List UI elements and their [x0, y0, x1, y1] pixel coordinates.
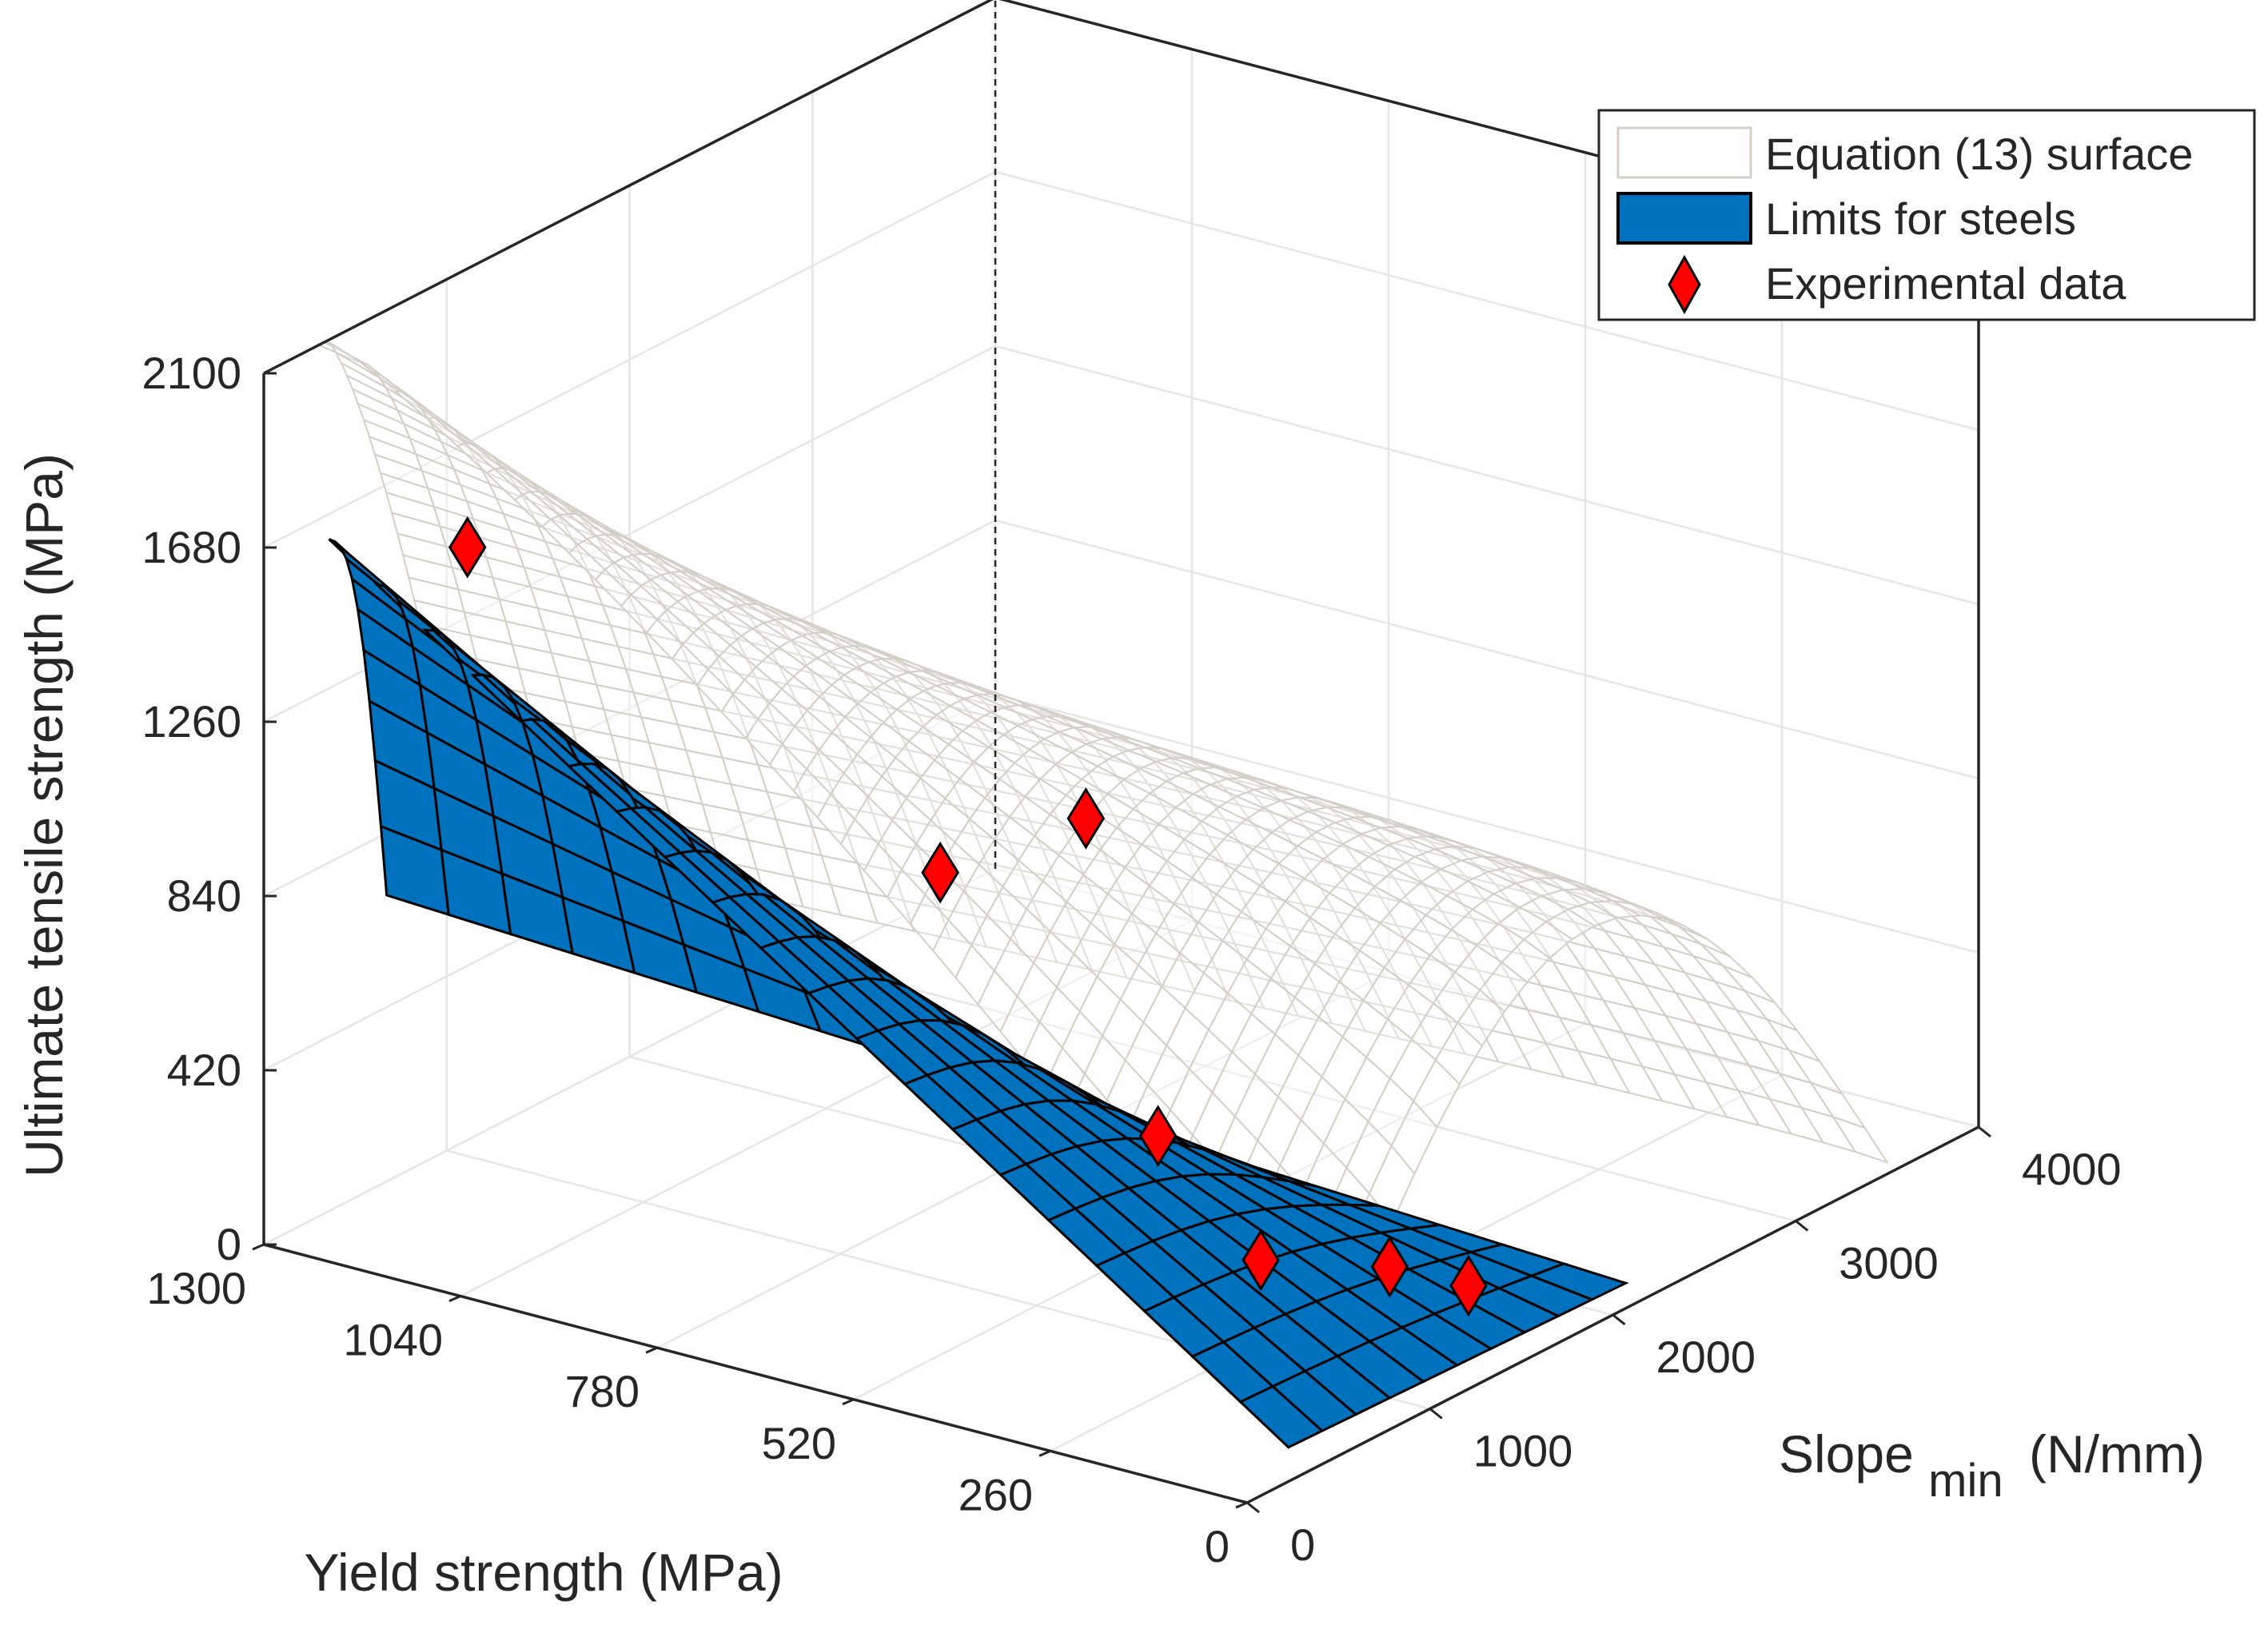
legend-label-data: Experimental data: [1765, 258, 2126, 309]
grid-line: [994, 693, 1979, 954]
x-tick: [448, 1295, 461, 1302]
z-tick-label: 2100: [142, 348, 241, 398]
z-tick-label: 1260: [142, 696, 241, 747]
x-tick-label: 520: [762, 1418, 836, 1468]
grid-line: [994, 519, 1979, 780]
grid-line: [263, 170, 996, 549]
legend-swatch-surface: [1616, 126, 1752, 179]
z-tick-label: 1680: [142, 522, 241, 572]
x-tick-label: 1300: [146, 1263, 246, 1313]
y-tick: [1429, 1408, 1443, 1420]
z-tick-label: 0: [217, 1219, 241, 1269]
legend-label-surface: Equation (13) surface: [1765, 129, 2193, 179]
grid-line: [811, 962, 1796, 1222]
x-axis-line: [263, 1243, 1248, 1504]
x-tick: [1038, 1450, 1051, 1457]
grid-line: [994, 345, 1979, 606]
x-tick: [1235, 1501, 1248, 1509]
y-axis-title-unit: (N/mm): [2029, 1424, 2205, 1484]
y-axis-title: Slope min (N/mm): [1779, 1424, 2205, 1508]
x-tick-label: 260: [959, 1469, 1033, 1519]
data-point: [921, 841, 959, 904]
z-tick-label: 420: [167, 1045, 241, 1095]
y-tick-label: 0: [1290, 1519, 1315, 1570]
data-point: [1066, 787, 1106, 850]
y-tick-label: 1000: [1473, 1426, 1573, 1476]
x-tick: [252, 1243, 265, 1251]
y-tick: [1978, 1125, 1991, 1138]
y-tick: [1795, 1220, 1809, 1232]
experimental-markers: [448, 516, 1488, 1317]
data-point: [1242, 1229, 1280, 1292]
x-tick: [842, 1398, 855, 1406]
legend: Equation (13) surface Limits for steels …: [1597, 109, 2256, 321]
data-point: [1370, 1235, 1409, 1298]
x-axis-title: Yield strength (MPa): [304, 1543, 783, 1602]
legend-marker-diamond: [1668, 254, 1701, 315]
data-point: [1449, 1254, 1488, 1317]
y-tick: [1246, 1501, 1260, 1514]
grid-line: [263, 867, 996, 1246]
y-tick-label: 3000: [1839, 1238, 1939, 1288]
y-tick-label: 2000: [1656, 1332, 1756, 1382]
legend-label-limits: Limits for steels: [1765, 193, 2076, 244]
x-tick-label: 780: [565, 1366, 640, 1416]
x-tick: [645, 1346, 658, 1354]
z-tick-label: 840: [167, 870, 241, 921]
surface-patch: [1831, 1115, 1889, 1165]
y-axis-title-sub: min: [1928, 1455, 2003, 1507]
z-axis-title: Ultimate tensile strength (MPa): [14, 453, 74, 1177]
limits-patch: [1528, 1262, 1629, 1301]
axis-ticks: 0420840126016802100026052078010401300010…: [142, 348, 2121, 1571]
x-tick-label: 0: [1205, 1521, 1230, 1571]
data-point: [448, 516, 487, 579]
y-tick: [1612, 1313, 1626, 1326]
frame-edge: [263, 0, 994, 375]
data-point: [1138, 1105, 1178, 1168]
legend-swatch-limits: [1616, 192, 1752, 245]
x-tick-label: 1040: [343, 1315, 443, 1365]
y-axis-title-main: Slope: [1779, 1424, 1914, 1484]
grid-line: [994, 170, 1979, 432]
y-tick-label: 4000: [2022, 1144, 2122, 1194]
